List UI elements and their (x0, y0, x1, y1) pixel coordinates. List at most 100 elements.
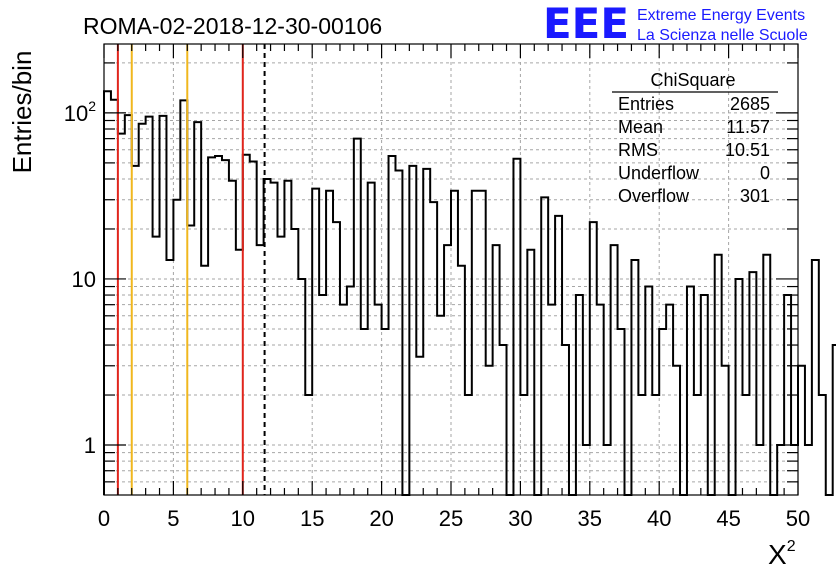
stats-box-title: ChiSquare (650, 70, 735, 90)
histogram-bin (361, 329, 368, 495)
histogram-bin (187, 225, 194, 495)
histogram-bin (701, 295, 708, 495)
histogram-bin (375, 305, 382, 495)
histogram-outline (103, 90, 836, 496)
histogram-bin (465, 395, 472, 495)
histogram-bin (479, 191, 486, 495)
x-tick-label: 20 (369, 506, 393, 531)
histogram-bin (645, 287, 652, 495)
histogram-bin (458, 266, 465, 495)
stats-row-label: Entries (618, 94, 674, 114)
histogram-bin (416, 357, 423, 495)
x-tick-label: 5 (167, 506, 179, 531)
histogram-bin (611, 245, 618, 495)
histogram-bin (201, 266, 208, 495)
histogram-bin (368, 183, 375, 495)
histogram-bin (576, 295, 583, 495)
histogram-bin (194, 122, 201, 495)
histogram-bin (812, 260, 819, 495)
x-axis-label-superscript: 2 (787, 538, 796, 555)
histogram-bin (548, 305, 555, 495)
histogram-bin (236, 250, 243, 495)
histogram-bin (354, 139, 361, 495)
stats-row-value: 11.57 (726, 117, 770, 137)
reference-lines (116, 44, 266, 495)
histogram-bin (805, 445, 812, 495)
histogram-bin (229, 181, 236, 495)
histogram-bin (666, 305, 673, 495)
histogram-bin (395, 170, 402, 495)
stats-box-rows: Entries 2685 Mean 11.57 RMS 10.51 Underflow 0 Ov… (618, 94, 770, 206)
histogram-bin (118, 134, 125, 495)
histogram-bin (742, 395, 749, 495)
stats-row-label: RMS (618, 140, 658, 160)
eee-logo: EEE Extreme Energy Events La Scienza nel… (543, 0, 808, 48)
histogram-bin (604, 445, 611, 495)
histogram-bin (160, 116, 167, 495)
histogram-bin (451, 191, 458, 495)
histogram-bin (243, 155, 250, 495)
y-axis-label: Entries/bin (7, 51, 37, 174)
histogram-bin (520, 395, 527, 495)
histogram-bin (631, 260, 638, 495)
histogram-bin (298, 279, 305, 495)
logo-line-2: La Scienza nelle Scuole (637, 27, 808, 44)
x-tick-label: 35 (578, 506, 602, 531)
histogram-bin (132, 166, 139, 495)
histogram-series (103, 90, 836, 496)
y-tick-label: 1 (84, 433, 96, 458)
y-tick-label: 102 (64, 98, 96, 126)
histogram-bin (284, 181, 291, 495)
histogram-bin (472, 191, 479, 495)
histogram-bin (340, 305, 347, 495)
histogram-bin (430, 202, 437, 495)
x-tick-label: 25 (439, 506, 463, 531)
histogram-bin (597, 305, 604, 495)
x-tick-label: 10 (231, 506, 255, 531)
histogram-bin (291, 229, 298, 495)
chart-title: ROMA-02-2018-12-30-00106 (83, 13, 382, 39)
stats-row-value: 2685 (730, 94, 770, 114)
stats-row-label: Overflow (618, 186, 690, 206)
histogram-bin (618, 329, 625, 495)
histogram-bin (583, 445, 590, 495)
x-axis-label: X2 (768, 538, 796, 570)
histogram-bin (125, 115, 132, 495)
logo-mark: EEE (543, 0, 629, 48)
histogram-bin (638, 395, 645, 495)
logo-line-1: Extreme Energy Events (637, 7, 805, 24)
y-tick-label-base: 10 (72, 267, 96, 292)
stats-row-value: 301 (740, 186, 770, 206)
y-tick-label: 10 (72, 267, 96, 292)
histogram-bin (500, 345, 507, 495)
histogram-bin (722, 366, 729, 495)
x-axis-label-text: X (768, 539, 787, 570)
histogram-bin (208, 157, 215, 495)
y-tick-label-base: 10 (64, 101, 88, 126)
histogram-bin (326, 191, 333, 495)
y-tick-label-base: 1 (84, 433, 96, 458)
stats-row-value: 10.51 (725, 140, 770, 160)
histogram-bin (694, 395, 701, 495)
x-tick-label: 45 (716, 506, 740, 531)
stats-box: ChiSquare Entries 2685 Mean 11.57 RMS 10.51 Un… (612, 70, 778, 206)
histogram-bin (687, 287, 694, 495)
stats-row-label: Underflow (618, 163, 700, 183)
histogram-bin (819, 395, 826, 495)
histogram-bin (180, 100, 187, 495)
histogram-bin (423, 169, 430, 495)
histogram-bin (798, 366, 805, 495)
stats-row-value: 0 (760, 163, 770, 183)
histogram-bin (541, 197, 548, 495)
grid-lines (104, 44, 798, 495)
histogram-bin (437, 316, 444, 495)
axis-ticks (103, 44, 799, 495)
x-tick-label: 30 (508, 506, 532, 531)
histogram-bin (763, 255, 770, 495)
histogram-bin (271, 183, 278, 495)
histogram-bin (215, 156, 222, 495)
histogram-bin (153, 237, 160, 495)
histogram-bin (673, 366, 680, 495)
x-tick-label: 0 (98, 506, 110, 531)
